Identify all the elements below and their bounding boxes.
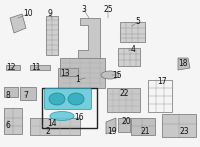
Bar [118,118,130,132]
Text: 14: 14 [47,120,57,128]
Bar [118,48,140,66]
Bar [30,118,80,135]
Text: 6: 6 [6,122,10,131]
Bar [6,65,20,70]
Text: 23: 23 [179,127,189,136]
Text: 18: 18 [178,59,188,67]
Text: 12: 12 [6,64,16,72]
Text: 9: 9 [48,10,52,19]
Ellipse shape [68,93,84,105]
Bar [60,68,78,76]
Polygon shape [178,58,190,70]
Text: 17: 17 [157,77,167,86]
Ellipse shape [49,93,65,105]
Bar [30,65,50,70]
Polygon shape [10,14,26,33]
Text: 11: 11 [31,64,41,72]
Bar [131,118,155,135]
Polygon shape [78,18,100,60]
Text: 15: 15 [112,71,122,80]
Bar [4,87,18,97]
Polygon shape [106,118,116,134]
Bar [107,88,140,112]
Polygon shape [58,58,105,88]
Bar [162,114,196,137]
Text: 3: 3 [82,5,86,15]
Text: 20: 20 [121,117,131,127]
Text: 10: 10 [23,10,33,19]
Bar [42,88,97,128]
Text: 19: 19 [107,127,117,136]
Bar [4,108,22,134]
Bar [120,22,145,42]
Text: 21: 21 [140,127,150,136]
Text: 1: 1 [76,76,80,85]
Text: 13: 13 [60,69,70,77]
Text: 7: 7 [24,91,28,101]
Text: 16: 16 [74,113,84,122]
Text: 8: 8 [6,91,10,100]
FancyBboxPatch shape [44,88,92,110]
Text: 5: 5 [136,17,140,26]
Text: 22: 22 [119,88,129,97]
Text: 4: 4 [131,46,135,55]
Ellipse shape [101,71,119,79]
Ellipse shape [50,112,74,121]
Bar [46,16,58,55]
Text: 25: 25 [103,5,113,15]
Text: 2: 2 [46,127,50,136]
Bar [20,87,36,100]
